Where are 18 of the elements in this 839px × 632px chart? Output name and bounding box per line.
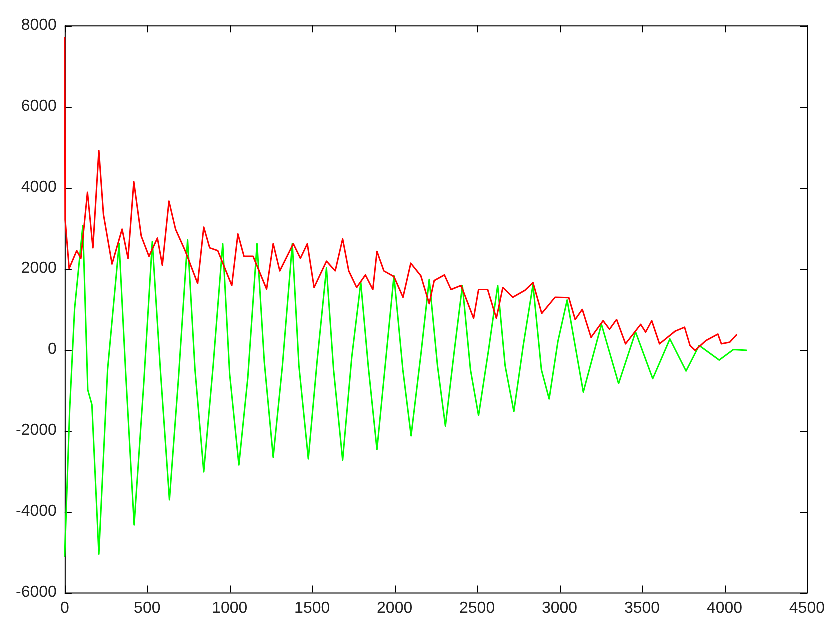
y-tick-label: 2000 (21, 260, 58, 278)
x-tick-label: 2500 (460, 600, 496, 617)
y-tick-label: 8000 (21, 17, 58, 34)
x-tick-label: 2000 (377, 600, 413, 617)
y-tick-label: 6000 (21, 98, 58, 116)
x-tick-label: 4500 (789, 600, 826, 617)
y-tick-label: -4000 (16, 503, 58, 520)
x-tick-label: 1000 (212, 600, 248, 617)
y-tick-label: -6000 (16, 584, 58, 602)
y-tick-label: 0 (48, 341, 58, 358)
x-tick-label: 1500 (294, 600, 330, 617)
x-tick-label: 4000 (706, 600, 743, 617)
x-tick-label: 500 (134, 600, 161, 617)
x-tick-label: 3500 (624, 600, 660, 617)
x-tick-label: 0 (60, 600, 70, 617)
y-tick-label: -2000 (16, 422, 58, 440)
x-tick-label: 3000 (542, 600, 578, 617)
y-tick-label: 4000 (21, 179, 58, 196)
